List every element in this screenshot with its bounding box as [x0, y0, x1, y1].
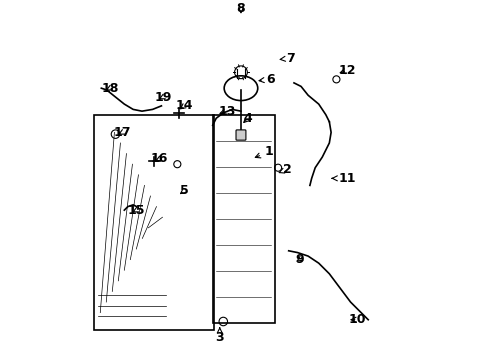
Text: 7: 7	[280, 51, 294, 65]
Text: 2: 2	[279, 163, 291, 176]
Text: 16: 16	[151, 152, 168, 165]
Text: 3: 3	[215, 328, 224, 344]
Text: 6: 6	[259, 73, 275, 86]
Text: 12: 12	[338, 64, 355, 77]
Text: 8: 8	[236, 2, 245, 15]
Text: 9: 9	[294, 253, 303, 266]
Text: 15: 15	[128, 204, 145, 217]
Text: 4: 4	[243, 112, 252, 125]
Text: 10: 10	[348, 313, 366, 326]
Text: 11: 11	[331, 172, 355, 185]
Text: 17: 17	[114, 126, 131, 139]
Text: 5: 5	[180, 184, 188, 197]
Text: 18: 18	[102, 82, 119, 95]
Text: 13: 13	[218, 105, 235, 118]
Text: 14: 14	[175, 99, 193, 112]
FancyBboxPatch shape	[236, 130, 245, 140]
Bar	[94, 115, 214, 330]
Text: 1: 1	[255, 145, 273, 158]
Text: 19: 19	[154, 90, 172, 104]
Bar	[212, 115, 274, 323]
